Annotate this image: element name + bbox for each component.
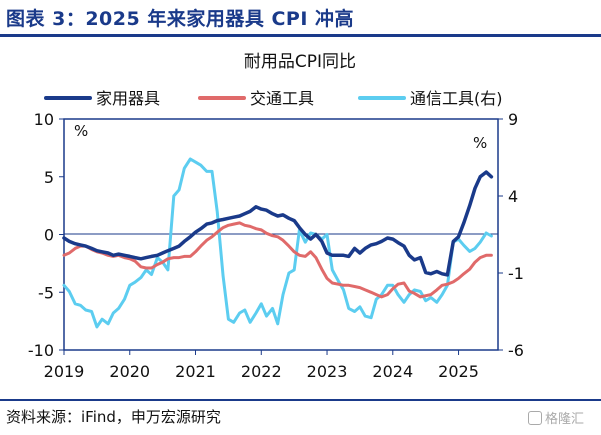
x-tick-label: 2022 (241, 362, 282, 381)
right-axis: 9 4 -1 -6 (498, 110, 524, 360)
watermark: 格隆汇 (528, 408, 584, 427)
x-tick-label: 2025 (438, 362, 479, 381)
x-axis: 2019 2020 2021 2022 2023 2024 2025 (44, 350, 479, 381)
x-tick-label: 2019 (44, 362, 85, 381)
title-rule (0, 34, 601, 37)
right-tick-label: -1 (508, 264, 524, 283)
left-tick-label: 10 (34, 110, 54, 129)
x-tick-label: 2020 (109, 362, 150, 381)
watermark-logo-icon (528, 411, 542, 425)
series-line-1 (62, 221, 493, 299)
line-chart: 耐用品CPI同比 家用器具 交通工具 通信工具(右) 10 5 0 -5 -10 9 4 -1 -… (28, 52, 524, 381)
legend: 家用器具 交通工具 通信工具(右) (44, 89, 503, 108)
left-axis: 10 5 0 -5 -10 (28, 110, 64, 360)
footer-rule (0, 399, 601, 401)
right-tick-label: 9 (508, 110, 518, 129)
series-line-2 (62, 157, 493, 329)
series-line-0 (62, 170, 494, 277)
x-tick-label: 2024 (372, 362, 413, 381)
chart-title: 耐用品CPI同比 (244, 52, 356, 72)
left-axis-unit: % (74, 122, 88, 140)
x-tick-label: 2021 (175, 362, 216, 381)
left-tick-label: 5 (44, 168, 54, 187)
series-lines (62, 157, 494, 329)
right-axis-unit: % (473, 134, 487, 152)
legend-label: 交通工具 (250, 89, 314, 108)
left-tick-label: 0 (44, 226, 54, 245)
left-tick-label: -10 (28, 341, 54, 360)
plot-area: 10 5 0 -5 -10 9 4 -1 -6 2019 2020 2021 2022 2023 202… (28, 110, 524, 381)
x-tick-label: 2023 (307, 362, 348, 381)
watermark-text: 格隆汇 (545, 412, 585, 427)
left-tick-label: -5 (38, 283, 54, 302)
source-note: 资料来源：iFind，申万宏源研究 (6, 408, 221, 426)
legend-label: 家用器具 (96, 89, 160, 108)
right-tick-label: 4 (508, 187, 518, 206)
right-tick-label: -6 (508, 341, 524, 360)
legend-label: 通信工具(右) (410, 89, 503, 108)
figure-title: 图表 3：2025 年来家用器具 CPI 冲高 (6, 8, 354, 30)
title-bar: 图表 3：2025 年来家用器具 CPI 冲高 (0, 0, 601, 38)
